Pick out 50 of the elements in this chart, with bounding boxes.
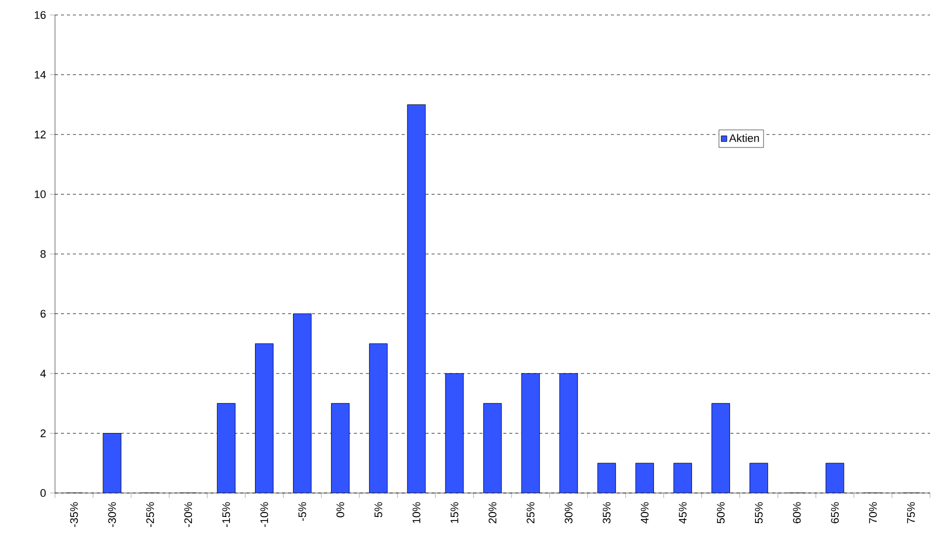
x-tick-label: 0%: [336, 502, 344, 518]
x-tick-label: -35%: [70, 502, 78, 527]
bar: [522, 374, 540, 493]
bar: [255, 344, 274, 493]
x-tick-label: 35%: [602, 502, 611, 524]
x-tick-label: 25%: [526, 502, 534, 524]
x-tick-label: 55%: [754, 502, 763, 524]
bar: [103, 433, 122, 493]
y-tick-label: 2: [40, 429, 46, 438]
bar: [560, 374, 578, 493]
y-tick-label: 6: [40, 310, 46, 318]
x-tick-label: -25%: [146, 502, 154, 527]
x-tick-label: 10%: [412, 502, 420, 523]
x-tick-label: -30%: [108, 502, 116, 527]
bar: [445, 374, 464, 493]
x-tick-label: 5%: [374, 502, 382, 518]
bar: [293, 314, 312, 493]
y-tick-label: 10: [34, 190, 46, 198]
y-tick-label: 12: [34, 130, 46, 138]
x-tick-label: 50%: [716, 502, 725, 524]
y-tick-label: 14: [34, 70, 46, 79]
x-tick-label: 75%: [907, 502, 915, 524]
x-tick-label: 45%: [678, 502, 687, 524]
x-tick-label: 65%: [831, 502, 839, 524]
bar: [712, 403, 730, 493]
x-tick-label: 20%: [488, 502, 496, 524]
bar: [217, 403, 236, 493]
bar: [598, 463, 616, 493]
x-tick-label: -15%: [222, 502, 230, 527]
bar: [826, 463, 844, 493]
bar: [750, 463, 768, 493]
y-tick-label: 0: [40, 489, 46, 497]
x-tick-label: -10%: [260, 502, 268, 527]
y-tick-label: 8: [40, 250, 46, 258]
bar: [407, 104, 426, 493]
y-tick-label: 4: [40, 370, 46, 378]
x-tick-label: 40%: [640, 502, 649, 524]
x-tick-label: -20%: [184, 502, 192, 527]
x-tick-label: 60%: [792, 502, 801, 524]
legend-label: Aktien: [729, 134, 759, 142]
x-tick-label: 70%: [869, 502, 877, 524]
x-tick-label: 30%: [564, 502, 572, 524]
x-tick-label: -5%: [298, 502, 306, 521]
bar: [331, 403, 350, 493]
y-tick-label: 16: [34, 11, 46, 19]
bar: [369, 344, 388, 493]
x-tick-label: 15%: [450, 502, 458, 523]
bar: [674, 463, 692, 493]
bar: [484, 403, 502, 493]
bar: [636, 463, 654, 493]
